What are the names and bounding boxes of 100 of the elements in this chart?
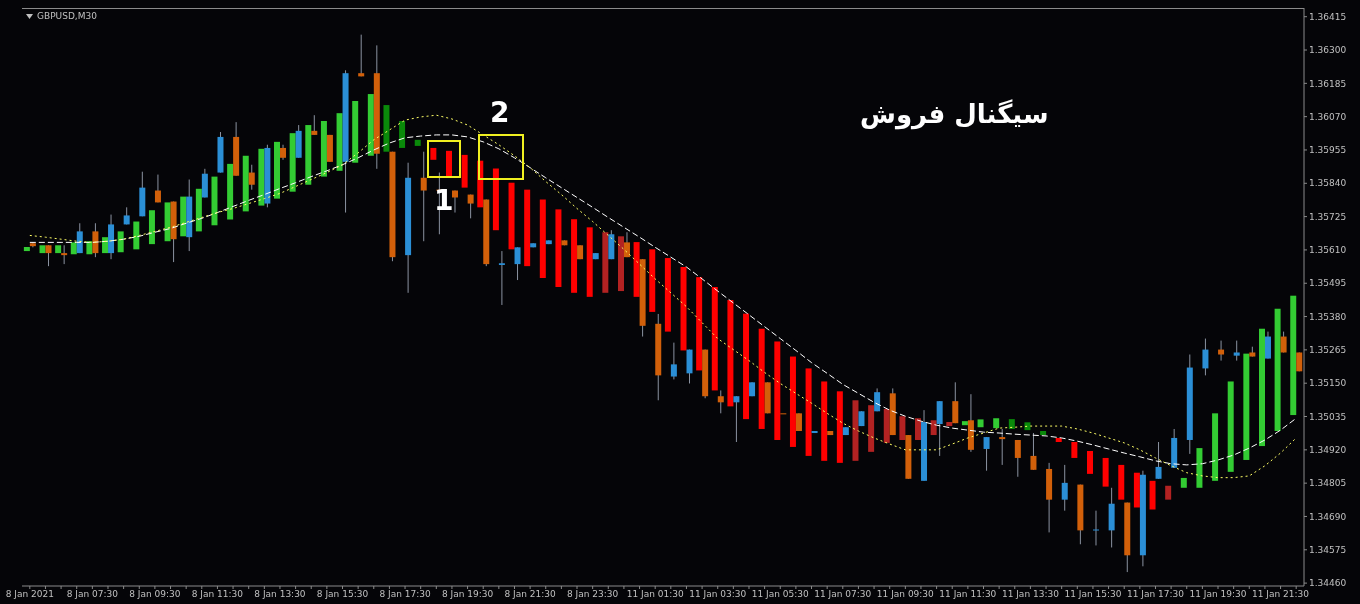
bar	[461, 154, 468, 188]
bar	[993, 418, 1000, 429]
x-tick-label: 11 Jan 07:30	[814, 589, 872, 600]
candlestick	[717, 389, 724, 414]
y-tick-label: 1.34460	[1309, 578, 1347, 589]
bar	[711, 287, 718, 391]
bar	[1118, 464, 1125, 500]
y-tick-label: 1.36415	[1309, 11, 1347, 22]
x-tick-label: 11 Jan 03:30	[689, 589, 747, 600]
bar	[680, 267, 687, 351]
bar	[649, 249, 656, 312]
bar	[758, 328, 765, 429]
x-tick-label: 11 Jan 09:30	[876, 589, 935, 600]
bar	[492, 168, 499, 231]
candlestick	[686, 349, 693, 384]
annotation: 1	[434, 184, 454, 217]
bar	[555, 209, 562, 287]
bar	[55, 245, 62, 254]
candlestick	[1155, 441, 1162, 480]
bar	[899, 416, 906, 440]
bar	[743, 313, 750, 420]
bar	[571, 219, 578, 293]
bar	[1180, 477, 1187, 488]
bar	[1165, 485, 1172, 500]
bar	[524, 189, 531, 267]
y-tick-label: 1.34805	[1309, 478, 1347, 489]
y-tick-label: 1.35150	[1309, 378, 1347, 389]
bar	[617, 236, 624, 292]
bar	[930, 420, 937, 436]
bar	[242, 155, 249, 212]
bar	[1071, 442, 1078, 458]
x-tick-label: 8 Jan 09:30	[129, 589, 181, 600]
bar	[274, 141, 281, 199]
bar	[977, 419, 984, 428]
bar	[1196, 448, 1203, 488]
candlestick	[358, 34, 365, 77]
y-tick-label: 1.36300	[1309, 45, 1347, 56]
bar	[23, 247, 30, 252]
candlestick	[1061, 464, 1068, 512]
bar	[320, 120, 327, 177]
x-tick-label: 8 Jan 11:30	[191, 589, 244, 600]
y-tick-label: 1.34575	[1309, 544, 1347, 555]
candlestick	[248, 164, 255, 191]
candlestick	[154, 174, 161, 203]
bar	[1024, 422, 1031, 431]
bar	[383, 105, 390, 152]
candlestick	[311, 114, 318, 136]
x-tick-label: 8 Jan 23:30	[567, 589, 619, 600]
bar	[430, 147, 437, 160]
candlestick	[514, 246, 521, 281]
y-tick-label: 1.35610	[1309, 245, 1347, 256]
y-tick-label: 1.35495	[1309, 278, 1347, 289]
x-tick-label: 11 Jan 19:30	[1189, 589, 1247, 600]
annotation: سیگنال فروش	[860, 99, 1049, 129]
bar	[352, 101, 359, 163]
y-tick-label: 1.34920	[1309, 445, 1347, 456]
candlestick	[670, 342, 677, 380]
x-tick-label: 8 Jan 17:30	[379, 589, 431, 600]
bar	[1274, 308, 1281, 431]
y-tick-label: 1.36070	[1309, 111, 1347, 122]
bar	[774, 341, 781, 440]
candlestick	[1093, 510, 1099, 546]
bar	[664, 258, 671, 332]
bar	[852, 400, 859, 461]
x-tick-label: 8 Jan 13:30	[254, 589, 306, 600]
candlestick	[201, 168, 208, 198]
bar	[1258, 328, 1265, 447]
candlestick	[498, 250, 505, 306]
bar	[805, 368, 812, 456]
x-tick-label: 11 Jan 15:30	[1064, 589, 1122, 600]
bar	[211, 176, 218, 226]
y-tick-label: 1.35840	[1309, 178, 1347, 189]
bar	[399, 120, 406, 148]
bar	[133, 221, 140, 250]
y-tick-label: 1.35035	[1309, 411, 1347, 422]
bar	[227, 163, 234, 220]
bar	[586, 227, 593, 297]
bar	[1212, 413, 1219, 481]
candlestick	[983, 436, 990, 472]
bar	[821, 381, 828, 461]
x-tick-label: 8 Jan 2021	[5, 589, 54, 600]
x-tick-label: 8 Jan 07:30	[66, 589, 119, 600]
bar	[1243, 353, 1250, 460]
bar	[1227, 381, 1234, 472]
x-tick-label: 11 Jan 17:30	[1126, 589, 1185, 600]
x-tick-label: 11 Jan 01:30	[626, 589, 684, 600]
bar	[1055, 437, 1062, 443]
y-tick-label: 1.35955	[1309, 145, 1347, 156]
bar	[1102, 457, 1109, 487]
bar	[1290, 295, 1297, 416]
x-tick-label: 8 Jan 21:30	[504, 589, 557, 600]
candlestick	[1014, 439, 1021, 478]
bar	[836, 391, 843, 463]
bar	[1149, 480, 1156, 510]
x-tick-label: 11 Jan 05:30	[751, 589, 810, 600]
bar	[789, 356, 796, 447]
x-tick-label: 11 Jan 13:30	[1001, 589, 1060, 600]
bar	[305, 125, 312, 185]
bar	[1040, 431, 1047, 436]
bar	[539, 199, 546, 279]
